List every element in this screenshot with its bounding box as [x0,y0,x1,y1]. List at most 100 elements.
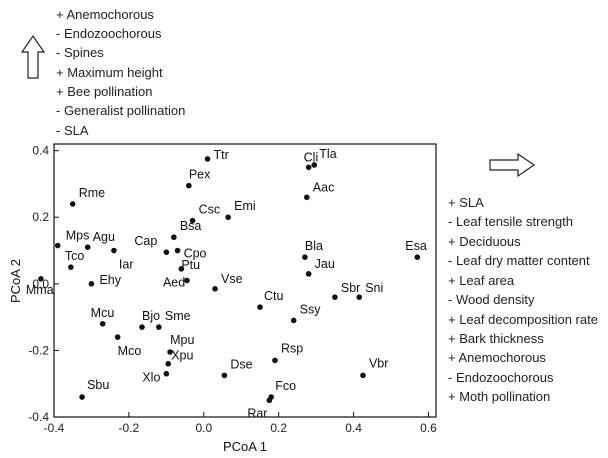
x-tick-label: 0.4 [345,421,362,435]
point-label-xlo: Xlo [142,371,160,385]
axis2-trait: - Spines [56,45,104,60]
axis2-trait-list: + Anemochorous - Endozoochorous - Spines… [56,7,185,138]
data-point-bla [302,254,308,260]
point-label-vbr: Vbr [369,356,388,370]
data-point-tla [311,162,318,168]
data-point-xpu [165,360,172,367]
x-tick-label: -0.2 [119,421,140,435]
axis1-trait: - Wood density [448,292,535,307]
right-arrow-icon [489,152,536,178]
point-label-ttr: Ttr [214,148,229,162]
axis2-trait: + Bee pollination [56,84,153,99]
data-point-ctu [257,304,263,310]
axis1-trait-list: + SLA - Leaf tensile strength + Deciduou… [448,195,598,404]
point-label-ptu: Ptu [181,258,200,272]
point-label-sni: Sni [365,281,383,295]
point-label-ssy: Ssy [300,302,322,316]
point-label-rsp: Rsp [281,341,303,355]
point-label-vse: Vse [221,272,243,286]
axis1-trait: + Anemochorous [448,350,546,365]
y-tick-label: 0.2 [32,210,49,224]
point-label-agu: Agu [93,230,115,244]
axis2-trait: + Anemochorous [56,7,154,22]
point-label-bjo: Bjo [142,309,160,323]
y-tick-label: -0.4 [28,410,49,424]
point-label-mma: Mma [26,283,54,297]
data-point-dse [221,372,228,379]
data-point-ptu [178,266,185,272]
axis1-trait: - Leaf dry matter content [448,253,590,268]
point-label-cap: Cap [134,234,157,248]
point-label-aed: Aed [163,276,185,290]
point-label-mps: Mps [66,229,90,243]
point-label-aac: Aac [313,180,335,194]
point-label-rme: Rme [79,186,105,200]
data-point-mcu [99,320,106,327]
axis1-trait: - Leaf tensile strength [448,214,573,229]
data-point-xlo [163,370,170,377]
plot-frame [53,143,437,418]
data-point-rar [266,397,273,404]
y-axis-label: PCoA 2 [8,259,23,303]
point-label-tco: Tco [65,249,85,263]
data-point-esa [414,254,421,260]
point-label-tla: Tla [319,147,336,161]
data-point-cli [305,164,312,171]
data-point-iar [111,247,117,254]
data-point-mco [114,334,121,340]
axis1-trait: + Deciduous [448,234,521,249]
data-point-cap [163,249,170,256]
data-point-rme [69,201,76,207]
point-label-pex: Pex [189,168,211,182]
axis2-trait: + Maximum height [56,65,163,80]
data-point-sme [156,324,162,330]
data-point-csc [189,217,196,224]
axis-ticks: -0.4 -0.2 0.0 0.2 0.4 0.6 -0.4 -0.2 0.0 0.2 0.4 [28,144,437,435]
point-label-emi: Emi [234,199,256,213]
axis1-trait: + Leaf area [448,273,515,288]
axis2-trait: - Generalist pollination [56,103,185,118]
data-point-emi [225,214,231,221]
x-axis-label: PCoA 1 [223,439,267,454]
axis1-trait: + Moth pollination [448,389,550,404]
data-point-ttr [204,156,211,162]
point-label-esa: Esa [405,239,427,253]
data-point-rsp [272,357,278,364]
point-label-iar: Iar [119,258,134,272]
x-tick-label: -0.4 [44,421,65,435]
data-point-pex [186,182,192,189]
data-point-mps [54,242,61,249]
axis2-trait: - SLA [56,123,89,138]
x-tick-label: 0.0 [195,421,212,435]
point-label-dse: Dse [230,357,252,371]
point-label-ehy: Ehy [99,273,121,287]
y-tick-label: 0.0 [32,277,49,291]
point-label-cpo: Cpo [184,247,207,261]
point-label-mpu: Mpu [170,333,194,347]
point-label-bla: Bla [305,239,323,253]
point-label-rar: Rar [247,406,267,420]
point-label-xpu: Xpu [171,349,193,363]
data-point-agu [84,244,91,251]
axis1-trait: + Leaf decomposition rate [448,312,598,327]
point-label-sbu: Sbu [87,378,109,392]
axis1-trait: + SLA [448,195,484,210]
data-point-aed [184,277,190,284]
data-point-jau [305,271,312,277]
point-label-cli: Cli [304,150,319,164]
point-label-ctu: Ctu [264,289,284,303]
data-point-vbr [360,372,366,379]
up-arrow-icon [20,34,46,79]
data-point-ssy [290,317,297,324]
point-label-csc: Csc [199,203,221,217]
data-point-vse [212,286,218,292]
point-label-mcu: Mcu [91,306,115,320]
point-label-sbr: Sbr [341,281,360,295]
data-point-sbu [79,394,85,400]
axis1-trait: - Endozoochorous [448,370,554,385]
data-point-sbr [332,294,338,300]
axis2-trait: - Endozoochorous [56,26,162,41]
axis1-trait: + Bark thickness [448,331,544,346]
